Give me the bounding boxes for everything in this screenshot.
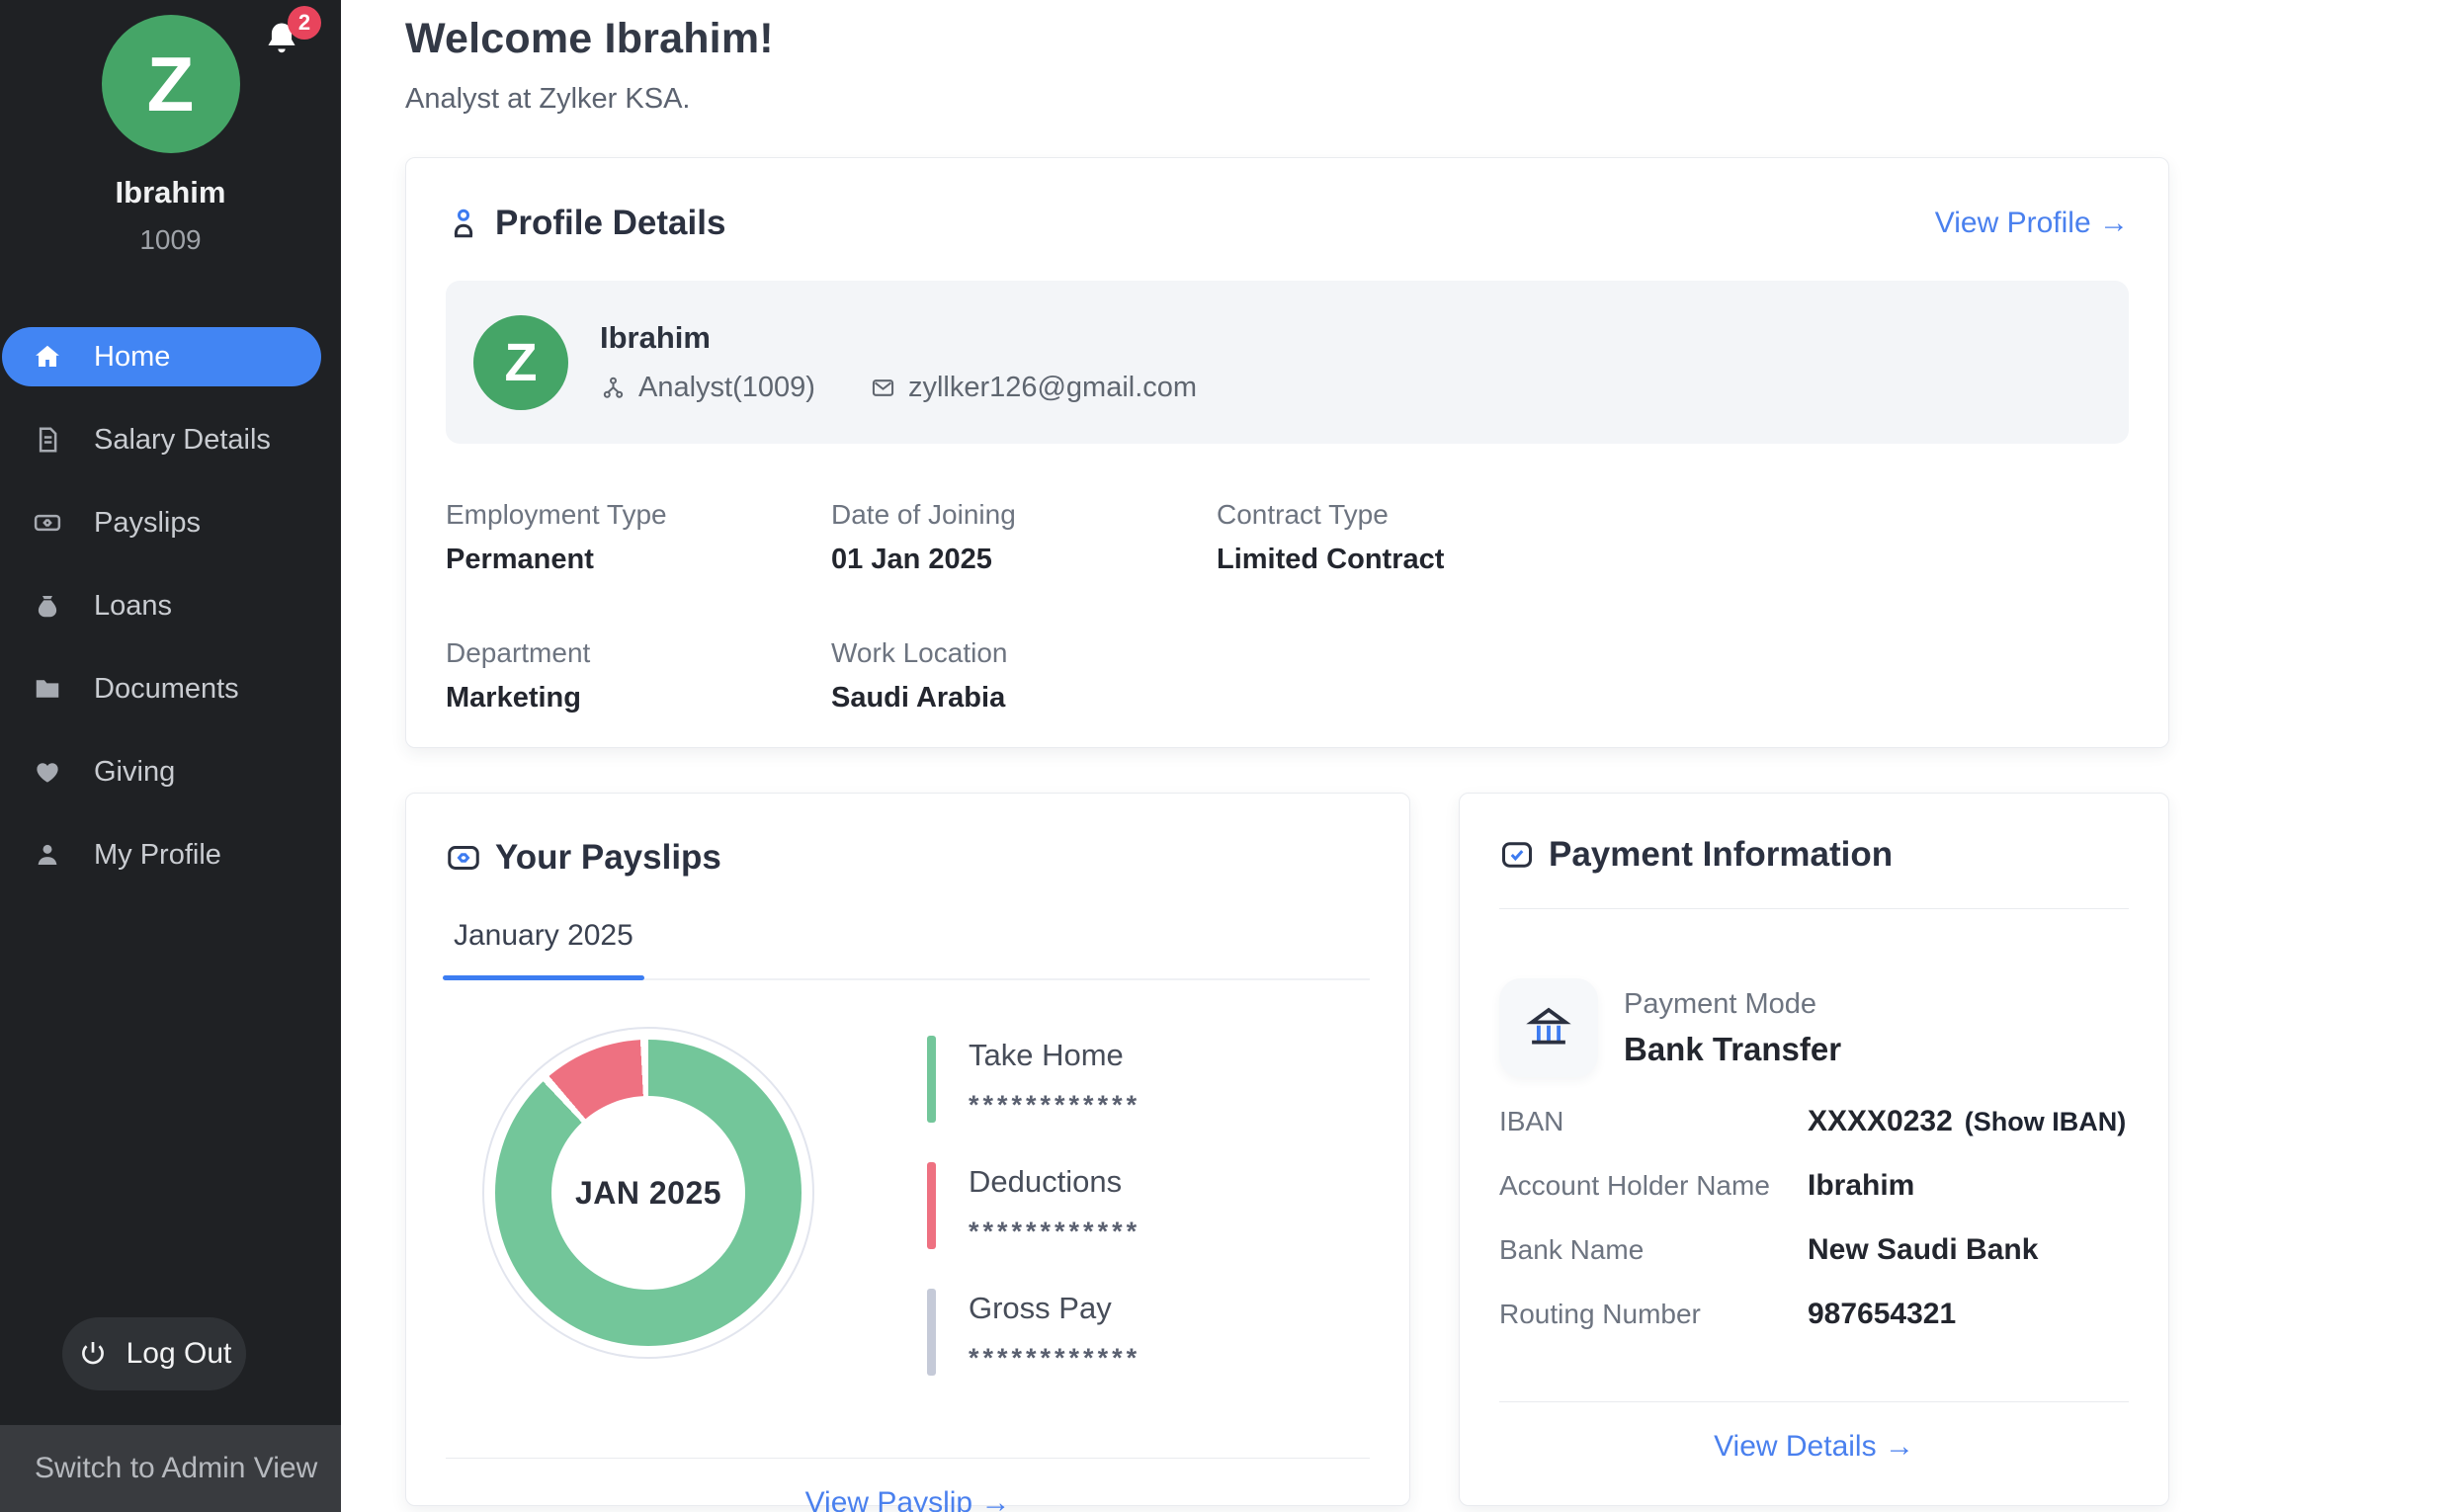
salary-details-icon	[33, 424, 64, 456]
sidebar-user-name: Ibrahim	[115, 175, 226, 210]
avatar-letter: Z	[504, 332, 538, 392]
bank-icon	[1499, 978, 1598, 1077]
masked-value: ************	[969, 1090, 1141, 1120]
bank-details: IBAN XXXX0232 (Show IBAN) Account Holder…	[1499, 1105, 2129, 1331]
payslips-card: Your Payslips January 2025 JAN 2025	[405, 793, 1410, 1512]
field-contract-type: Contract Type Limited Contract	[1217, 499, 1445, 575]
legend-bar-0	[927, 1036, 936, 1123]
banknote-icon	[446, 840, 481, 876]
employee-avatar: Z	[473, 314, 568, 410]
employee-name: Ibrahim	[600, 320, 711, 355]
page-title: Welcome Ibrahim!	[405, 15, 774, 62]
legend-item-gross-pay: Gross Pay ************	[927, 1289, 1140, 1376]
divider	[446, 1458, 1370, 1459]
giving-icon	[33, 756, 64, 788]
donut-segments: JAN 2025	[495, 1040, 802, 1346]
sidebar-item-label: My Profile	[94, 838, 221, 871]
legend-bar-2	[927, 1289, 936, 1376]
notification-bell[interactable]: 2	[260, 6, 321, 63]
payslip-legend: Take Home ************ Deductions ******…	[927, 1036, 1140, 1415]
masked-value: ************	[969, 1217, 1141, 1246]
row-routing-number: Routing Number 987654321	[1499, 1298, 1957, 1330]
row-iban: IBAN XXXX0232 (Show IBAN)	[1499, 1105, 2127, 1137]
loans-icon	[33, 590, 64, 622]
arrow-right-icon: →	[980, 1486, 1011, 1512]
employee-summary: Z Ibrahim Analyst(1009) zyllker126@gmail…	[446, 281, 2129, 444]
donut-hole: JAN 2025	[551, 1096, 745, 1290]
view-details-link[interactable]: View Details →	[1714, 1430, 1914, 1463]
payment-information-card: Payment Information Payment Mode Bank Tr…	[1459, 793, 2169, 1506]
switch-to-admin-view[interactable]: Switch to Admin View	[0, 1425, 341, 1512]
sidebar-menu: Home Salary Details Payslips Loans Docum…	[0, 327, 341, 884]
sidebar-item-loans[interactable]: Loans	[2, 576, 321, 635]
legend-item-take-home: Take Home ************	[927, 1036, 1140, 1123]
page-subtitle: Analyst at Zylker KSA.	[405, 83, 691, 115]
card-title: Your Payslips	[495, 838, 721, 877]
sidebar-item-label: Salary Details	[94, 423, 271, 456]
notification-badge: 2	[288, 6, 321, 40]
sidebar-item-label: Home	[94, 340, 171, 373]
documents-icon	[33, 673, 64, 705]
donut-center-label: JAN 2025	[574, 1174, 722, 1211]
payment-mode: Payment Mode Bank Transfer	[1499, 978, 2129, 1077]
show-iban-toggle[interactable]: (Show IBAN)	[1964, 1107, 2127, 1136]
sidebar-item-label: Payslips	[94, 506, 201, 539]
divider	[1499, 1401, 2129, 1402]
profile-details-card: Profile Details View Profile → Z Ibrahim…	[405, 157, 2169, 748]
sidebar-item-home[interactable]: Home	[2, 327, 321, 386]
power-icon	[81, 1342, 104, 1365]
payslip-tabs: January 2025	[443, 905, 1370, 980]
divider	[1499, 908, 2129, 909]
sidebar-item-label: Documents	[94, 672, 239, 705]
arrow-right-icon: →	[2099, 207, 2129, 239]
arrow-right-icon: →	[1884, 1430, 1914, 1463]
sidebar-item-label: Loans	[94, 589, 173, 622]
logout-label: Log Out	[126, 1337, 232, 1370]
sidebar-item-giving[interactable]: Giving	[2, 742, 321, 801]
sidebar-user-id: 1009	[139, 224, 202, 255]
sidebar-avatar: Z	[101, 15, 240, 153]
field-employment-type: Employment Type Permanent	[446, 499, 667, 575]
person-icon	[446, 206, 481, 241]
designation-icon	[603, 377, 624, 398]
employee-designation: Analyst(1009)	[638, 372, 815, 403]
masked-value: ************	[969, 1343, 1141, 1373]
tab-january-2025[interactable]: January 2025	[443, 905, 644, 980]
field-work-location: Work Location Saudi Arabia	[831, 637, 1008, 714]
legend-item-deductions: Deductions ************	[927, 1162, 1140, 1249]
payment-mode-value: Bank Transfer	[1624, 1030, 1842, 1067]
view-profile-link[interactable]: View Profile →	[1934, 207, 2129, 239]
field-department: Department Marketing	[446, 637, 591, 714]
sidebar-item-label: Giving	[94, 755, 176, 788]
logout-button[interactable]: Log Out	[62, 1317, 246, 1390]
employment-fields: Employment Type Permanent Date of Joinin…	[446, 499, 2129, 714]
card-title: Profile Details	[495, 204, 726, 242]
sidebar-item-my-profile[interactable]: My Profile	[2, 825, 321, 884]
employee-email: zyllker126@gmail.com	[907, 372, 1198, 403]
sidebar-item-salary-details[interactable]: Salary Details	[2, 410, 321, 469]
my-profile-icon	[33, 839, 64, 871]
view-payslip-link[interactable]: View Payslip →	[805, 1486, 1011, 1512]
legend-bar-1	[927, 1162, 936, 1249]
checkbox-icon	[1499, 837, 1535, 873]
avatar-letter: Z	[146, 41, 195, 127]
sidebar: 2 Z Ibrahim 1009 Home Salary Details Pay…	[0, 0, 341, 1512]
home-icon	[33, 341, 64, 373]
payslip-donut-chart: JAN 2025	[482, 1027, 814, 1359]
row-bank-name: Bank Name New Saudi Bank	[1499, 1233, 2039, 1266]
main-content: Welcome Ibrahim! Analyst at Zylker KSA. …	[341, 0, 2447, 1512]
sidebar-item-documents[interactable]: Documents	[2, 659, 321, 718]
field-date-of-joining: Date of Joining 01 Jan 2025	[831, 499, 1016, 575]
sidebar-item-payslips[interactable]: Payslips	[2, 493, 321, 552]
card-title: Payment Information	[1549, 835, 1894, 874]
payment-mode-label: Payment Mode	[1624, 987, 1817, 1020]
bell-icon	[268, 23, 295, 53]
mail-icon	[872, 379, 894, 396]
payslips-icon	[33, 507, 64, 539]
row-account-holder-name: Account Holder Name Ibrahim	[1499, 1169, 1915, 1202]
